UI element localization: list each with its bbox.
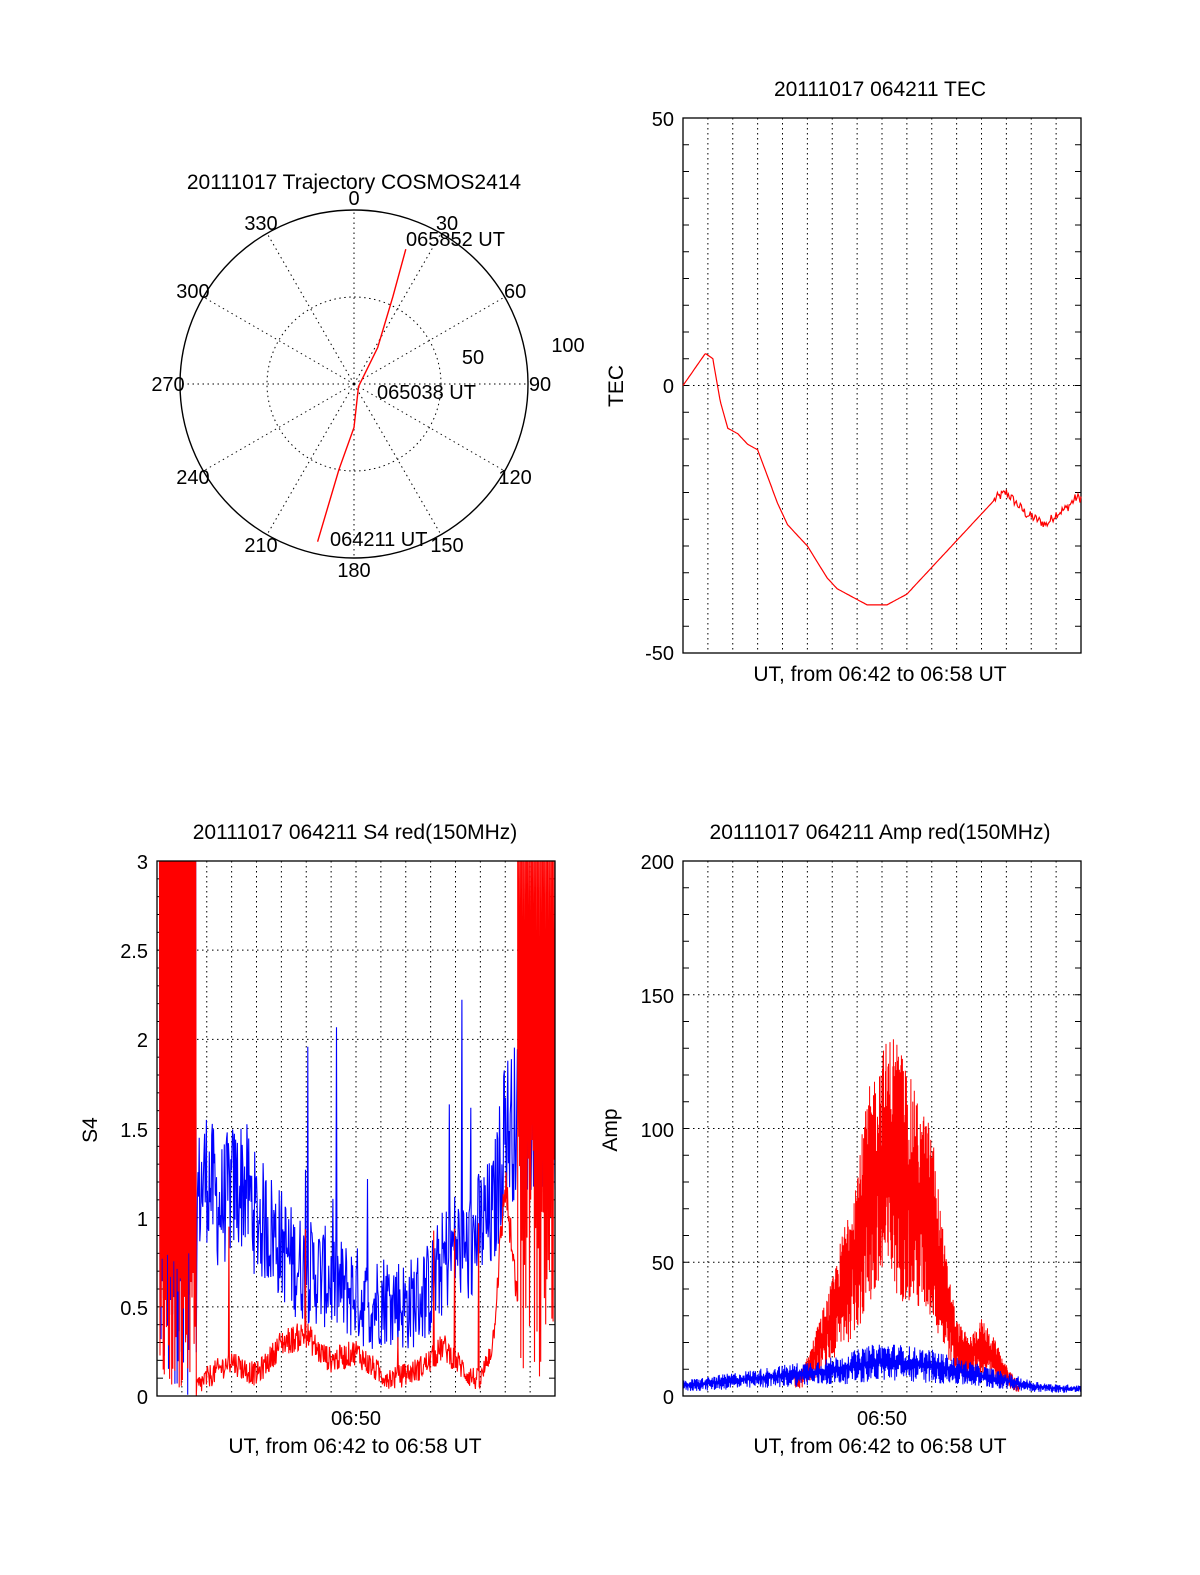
polar-grid	[179, 209, 529, 559]
polar-spoke	[266, 383, 355, 535]
polar-azimuth-label: 90	[529, 374, 551, 396]
s4-xtick-0650: 06:50	[331, 1408, 381, 1430]
s4-ytick-0.5: 0.5	[120, 1298, 148, 1320]
polar-azimuth-label: 60	[504, 281, 526, 303]
polar-spoke	[203, 383, 355, 472]
s4-series	[158, 860, 556, 1396]
s4-ytick-0: 0	[137, 1387, 148, 1409]
amp-ylabel: Amp	[599, 1108, 622, 1151]
polar-azimuth-label: 270	[151, 374, 184, 396]
amp-series-blue	[682, 1344, 1082, 1393]
polar-spoke	[353, 233, 442, 385]
tec-ytick-0: 0	[663, 376, 674, 398]
polar-inner-ring	[266, 296, 442, 472]
tec-title: 20111017 064211 TEC	[774, 78, 986, 101]
amp-series-red	[794, 1039, 1020, 1392]
s4-ytick-1: 1	[137, 1209, 148, 1231]
polar-spoke	[203, 296, 355, 385]
polar-azimuth-label: 210	[244, 535, 277, 557]
amp-ytick-200: 200	[641, 852, 674, 874]
s4-series-blue	[158, 860, 556, 1395]
polar-radial-label-50: 50	[462, 347, 484, 369]
polar-azimuth-label: 180	[337, 560, 370, 582]
polar-spoke	[353, 383, 505, 472]
s4-series-red	[158, 860, 555, 1396]
s4-yticks: 0 0.5 1 1.5 2 2.5 3	[120, 852, 148, 1409]
s4-chart: 20111017 064211 S4 red(150MHz) 0 0.5 1 1…	[79, 821, 556, 1458]
tec-chart: 20111017 064211 TEC -50 0 50 TEC UT, fro…	[605, 78, 1082, 686]
amp-ytick-0: 0	[663, 1387, 674, 1409]
amp-chart: 20111017 064211 Amp red(150MHz) 0 50 100…	[599, 821, 1082, 1458]
trajectory-annotation-start: 064211 UT	[330, 529, 427, 551]
amp-ytick-150: 150	[641, 986, 674, 1008]
trajectory-annotation-end: 065852 UT	[406, 229, 505, 251]
polar-azimuth-label: 240	[176, 467, 209, 489]
amp-xtick-0650: 06:50	[857, 1408, 907, 1430]
polar-chart: 20111017 Trajectory COSMOS2414 0 30 60 90 12…	[151, 171, 584, 582]
polar-azimuth-label: 300	[176, 281, 209, 303]
polar-azimuth-label: 150	[430, 535, 463, 557]
polar-spoke	[353, 296, 505, 385]
tec-ytick-neg50: -50	[645, 643, 674, 665]
amp-yticks: 0 50 100 150 200	[641, 852, 674, 1409]
s4-ytick-2: 2	[137, 1030, 148, 1052]
polar-azimuth-labels: 0 30 60 90 120 150 180 210 240 270 300 330	[151, 188, 551, 582]
amp-ytick-100: 100	[641, 1120, 674, 1142]
polar-azimuth-label: 120	[498, 467, 531, 489]
trajectory-line	[316, 249, 407, 542]
amp-series	[682, 1039, 1082, 1393]
polar-title: 20111017 Trajectory COSMOS2414	[187, 171, 522, 194]
polar-azimuth-label: 0	[348, 188, 359, 210]
s4-xlabel: UT, from 06:42 to 06:58 UT	[228, 1435, 481, 1458]
polar-outer-ring	[179, 209, 529, 559]
amp-xlabel: UT, from 06:42 to 06:58 UT	[753, 1435, 1006, 1458]
amp-title: 20111017 064211 Amp red(150MHz)	[710, 821, 1051, 844]
amp-ytick-50: 50	[652, 1253, 674, 1275]
polar-spoke	[353, 383, 442, 535]
s4-ytick-2.5: 2.5	[120, 941, 148, 963]
s4-ytick-1.5: 1.5	[120, 1120, 148, 1142]
tec-series-line	[682, 353, 1082, 606]
s4-title: 20111017 064211 S4 red(150MHz)	[193, 821, 518, 844]
s4-plot-frame	[156, 860, 556, 1397]
amp-plot-frame	[682, 860, 1082, 1397]
polar-azimuth-label: 330	[244, 213, 277, 235]
tec-ytick-50: 50	[652, 109, 674, 131]
polar-azimuth-label: 30	[436, 213, 458, 235]
tec-grid	[683, 118, 1081, 653]
polar-radial-label-100: 100	[551, 335, 584, 357]
tec-xlabel: UT, from 06:42 to 06:58 UT	[753, 663, 1006, 686]
tec-ylabel: TEC	[605, 365, 628, 407]
polar-spoke	[266, 233, 355, 385]
s4-ytick-3: 3	[137, 852, 148, 874]
s4-ylabel: S4	[79, 1117, 102, 1143]
trajectory-annotation-mid: 065038 UT	[377, 382, 476, 404]
